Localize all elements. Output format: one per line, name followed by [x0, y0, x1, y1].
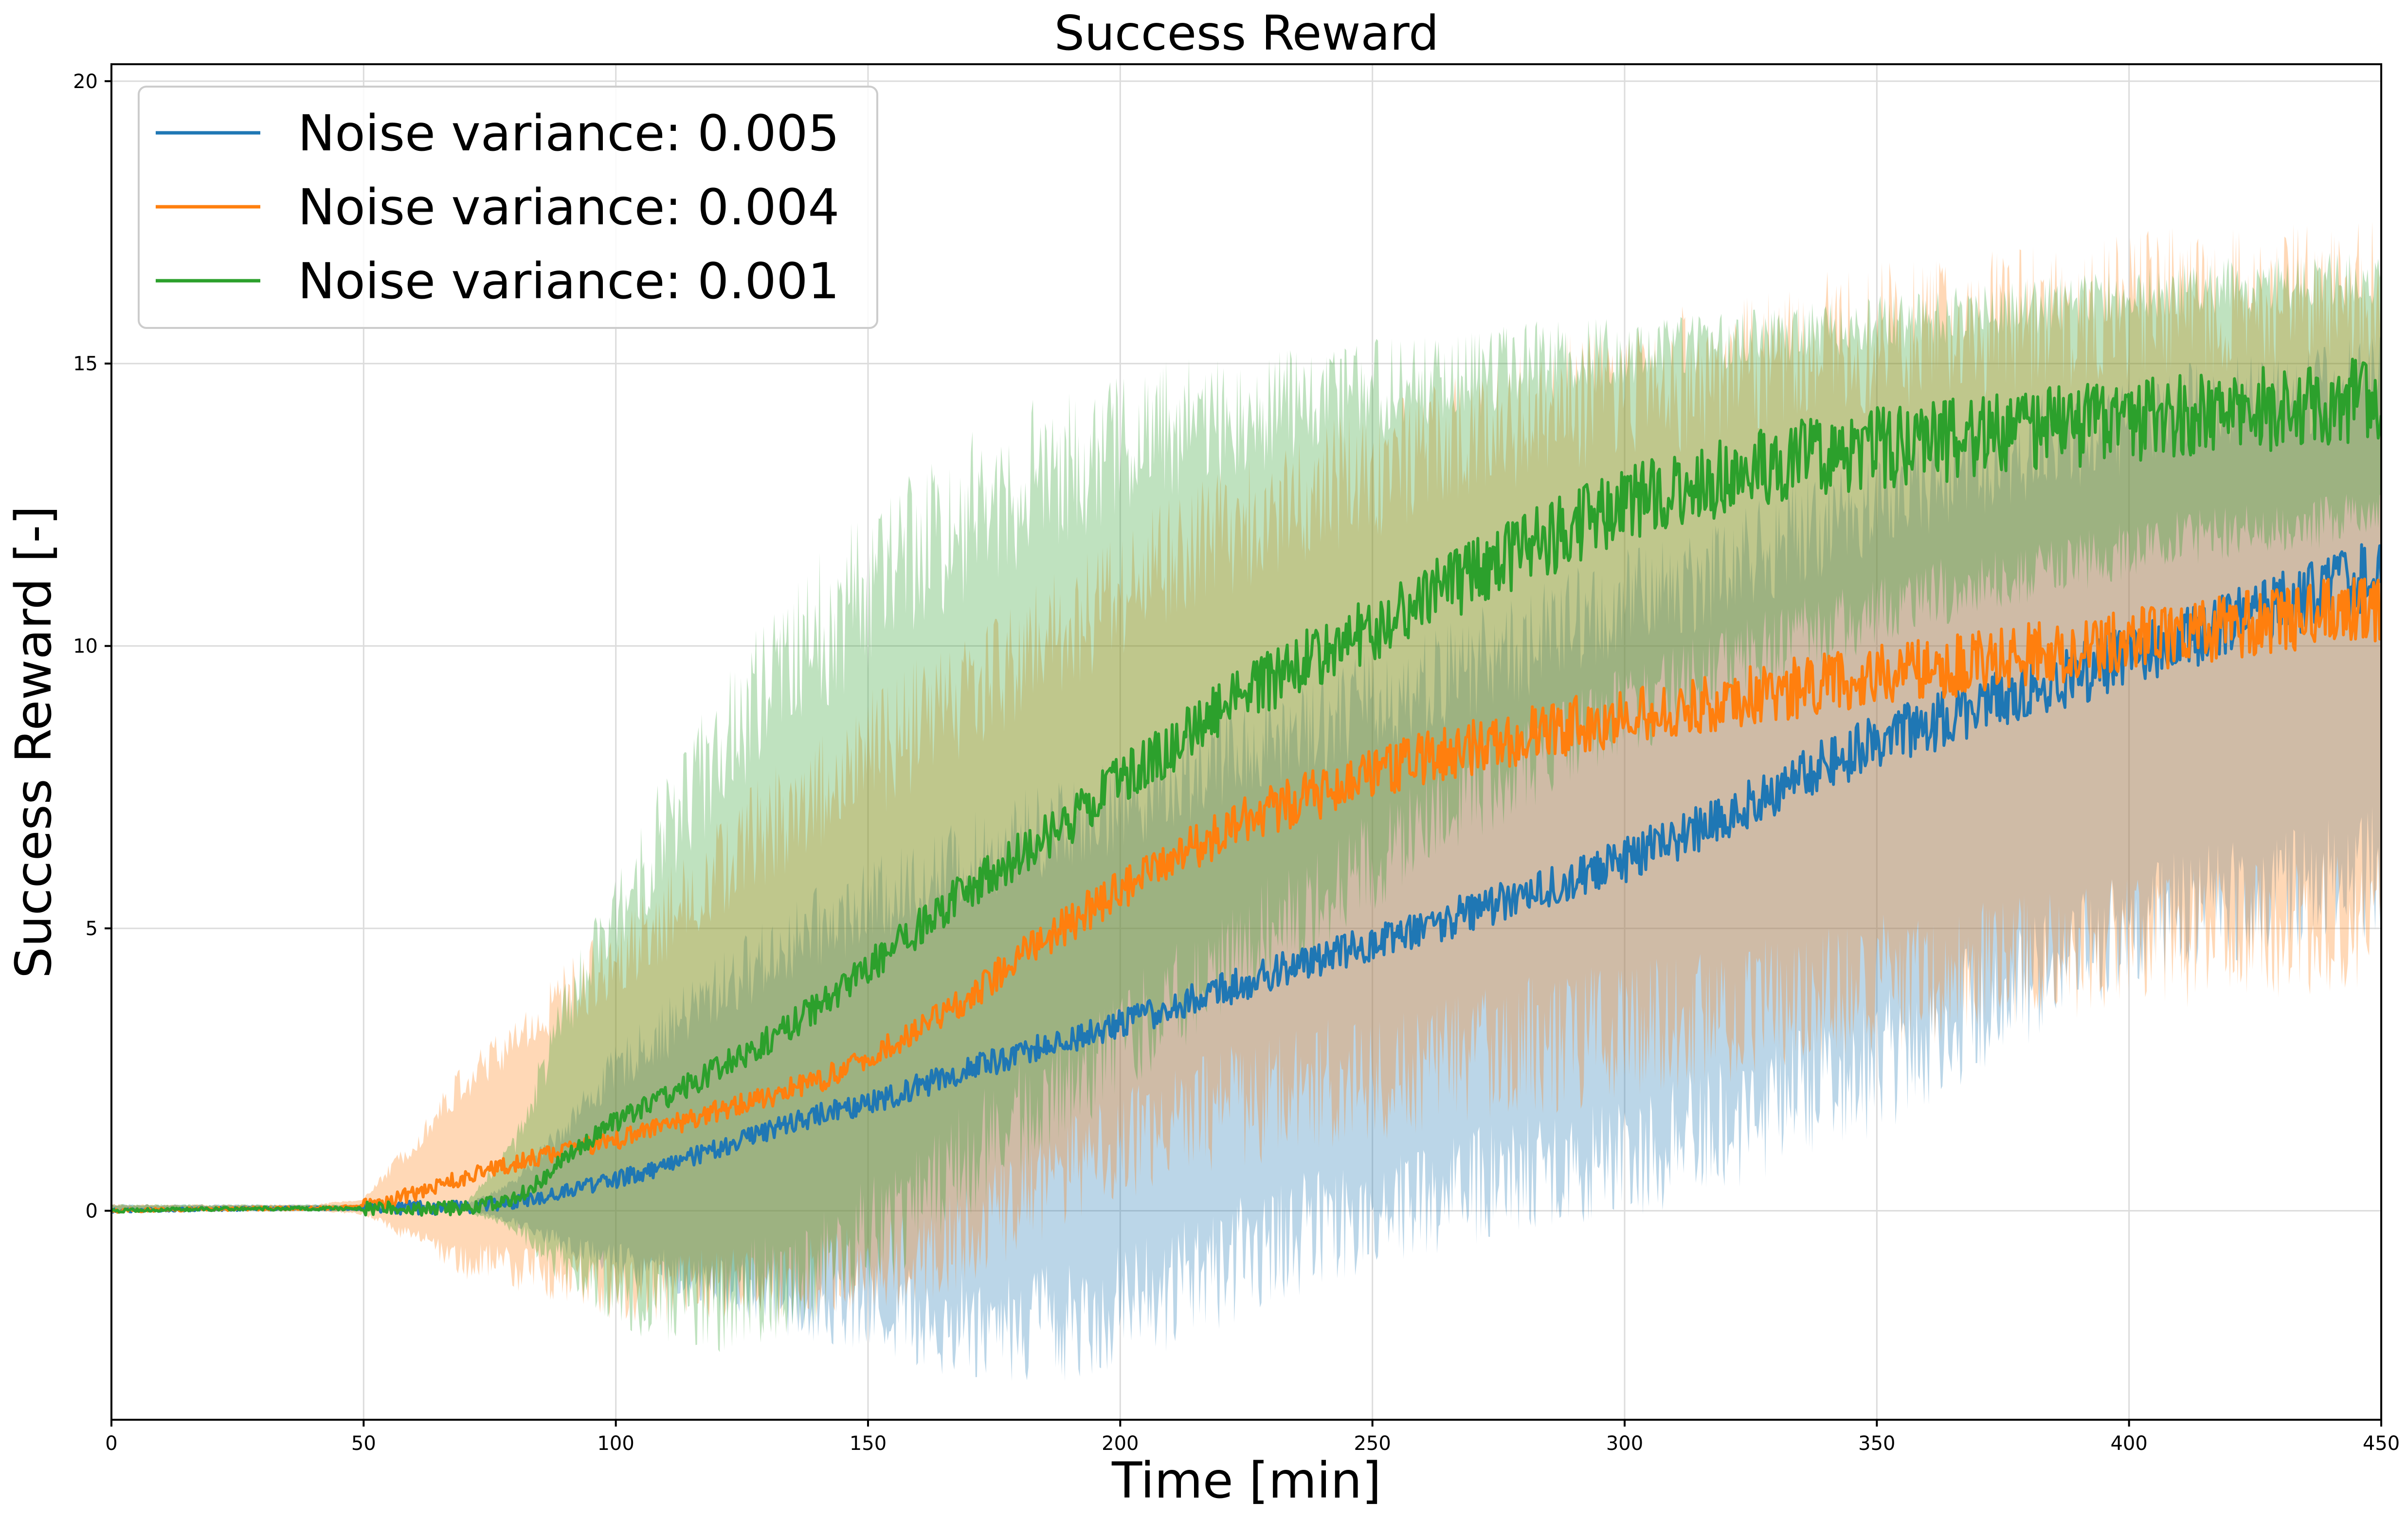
- plot-frame: [110, 63, 2382, 1421]
- x-tick-label: 350: [1858, 1432, 1895, 1455]
- legend-label-3: Noise variance: 0.001: [298, 253, 839, 310]
- legend: Noise variance: 0.005 Noise variance: 0.0…: [138, 86, 878, 329]
- x-tick-label: 0: [105, 1432, 117, 1455]
- x-tick-label: 100: [597, 1432, 634, 1455]
- legend-box: [138, 86, 878, 329]
- y-tick-label: 0: [86, 1200, 98, 1222]
- x-axis-label: Time [min]: [1111, 1452, 1381, 1510]
- line-series-3: [111, 358, 2381, 1217]
- axis-ticks: 0 50 100 150 200 250 300 350 400 450 0 5 10 15 20: [73, 71, 2400, 1455]
- x-tick-label: 300: [1606, 1432, 1643, 1455]
- y-tick-label: 20: [73, 71, 98, 93]
- x-tick-label: 450: [2363, 1432, 2400, 1455]
- y-tick-label: 10: [73, 635, 98, 658]
- y-tick-label: 15: [73, 353, 98, 375]
- legend-label-1: Noise variance: 0.005: [298, 105, 839, 163]
- legend-label-2: Noise variance: 0.004: [298, 179, 839, 236]
- y-axis-label: Success Reward [-]: [5, 506, 63, 978]
- x-tick-label: 250: [1354, 1432, 1391, 1455]
- x-tick-label: 50: [351, 1432, 376, 1455]
- x-tick-label: 400: [2110, 1432, 2147, 1455]
- chart-title: Success Reward: [1054, 6, 1439, 61]
- y-tick-label: 5: [86, 918, 98, 940]
- series-lines: [111, 358, 2381, 1217]
- band-series-2: [111, 221, 2381, 1325]
- line-series-2: [111, 577, 2381, 1214]
- x-tick-label: 200: [1102, 1432, 1139, 1455]
- x-tick-label: 150: [850, 1432, 887, 1455]
